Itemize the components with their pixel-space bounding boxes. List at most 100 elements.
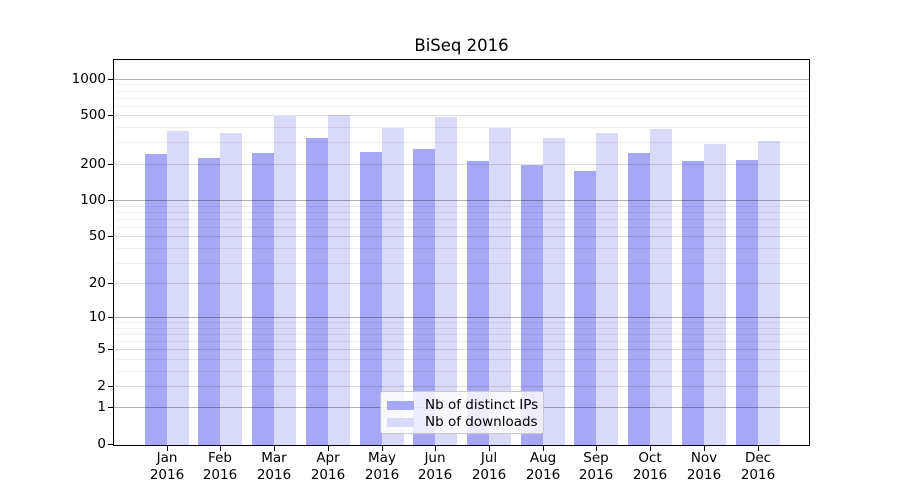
x-tick-label-feb: Feb 2016 [193,450,247,484]
x-label-year: 2016 [202,467,238,483]
gridline-1000 [114,78,809,80]
y-tick-label-500: 500 [80,107,106,124]
y-tick-10 [108,317,113,318]
bar-distinct-ips-jun [413,149,436,445]
gridline-minor-800 [114,90,809,92]
gridline-minor-600 [114,105,809,107]
x-tick-label-oct: Oct 2016 [623,450,677,484]
y-tick-2 [108,386,113,387]
plot-area [113,59,810,446]
legend-entry-downloads: Nb of downloads [387,414,543,430]
x-tick-may [382,446,383,451]
x-tick-mar [274,446,275,451]
x-label-month: Jun [424,450,446,466]
x-tick-jun [435,446,436,451]
bar-downloads-feb [220,132,243,445]
x-label-month: May [368,450,396,466]
bar-distinct-ips-feb [198,157,221,445]
legend-label-distinct-ips: Nb of distinct IPs [425,397,539,413]
legend-label-downloads: Nb of downloads [425,414,538,430]
bar-downloads-apr [327,115,350,445]
x-label-month: Jan [156,450,178,466]
x-tick-label-may: May 2016 [355,450,409,484]
x-label-year: 2016 [417,467,453,483]
x-label-year: 2016 [686,467,722,483]
y-tick-label-0: 0 [97,436,106,452]
legend: Nb of distinct IPs Nb of downloads [380,391,544,434]
legend-swatch-downloads-icon [387,417,414,427]
x-label-month: Dec [744,450,772,466]
gridline-minor-400 [114,127,809,129]
x-label-year: 2016 [578,467,614,483]
x-label-year: 2016 [632,467,668,483]
x-label-month: Mar [261,450,287,466]
y-tick-label-1: 1 [97,399,106,416]
x-tick-apr [328,446,329,451]
y-tick-50 [108,236,113,237]
bar-distinct-ips-sep [574,170,597,445]
x-tick-label-jan: Jan 2016 [140,450,194,484]
x-label-month: Oct [638,450,662,466]
bar-distinct-ips-may [359,151,382,445]
bar-downloads-jul [489,127,511,445]
legend-entry-distinct-ips: Nb of distinct IPs [387,397,543,413]
bar-downloads-dec [757,140,780,445]
x-label-year: 2016 [525,467,561,483]
bar-distinct-ips-jul [467,160,489,445]
x-label-year: 2016 [740,467,776,483]
x-tick-dec [758,446,759,451]
legend-swatch-distinct-ips-icon [387,400,414,410]
y-tick-200 [108,164,113,165]
gridline-minor-700 [114,97,809,99]
x-tick-label-jul: Jul 2016 [462,450,516,484]
bar-distinct-ips-mar [252,152,275,445]
y-tick-1000 [108,79,113,80]
x-label-month: Sep [583,450,609,466]
gridline-minor-300 [114,142,809,144]
y-tick-label-10: 10 [88,309,106,326]
y-tick-1 [108,407,113,408]
chart-title: BiSeq 2016 [414,36,509,55]
y-tick-0 [108,444,113,445]
x-tick-jan [167,446,168,451]
bar-downloads-mar [274,115,297,445]
x-label-month: Apr [316,450,340,466]
x-label-year: 2016 [471,467,507,483]
x-tick-feb [220,446,221,451]
bar-distinct-ips-jan [144,154,167,445]
bar-downloads-jun [435,116,458,445]
x-tick-label-sep: Sep 2016 [569,450,623,484]
y-tick-5 [108,349,113,350]
x-label-month: Aug [529,450,557,466]
bar-downloads-aug [542,137,565,445]
bar-downloads-jan [166,131,189,445]
x-tick-nov [704,446,705,451]
x-label-year: 2016 [256,467,292,483]
bar-distinct-ips-dec [735,160,758,445]
bar-downloads-may [381,127,404,445]
x-tick-sep [596,446,597,451]
bar-downloads-nov [703,144,726,445]
y-tick-label-20: 20 [88,275,106,292]
x-tick-label-apr: Apr 2016 [301,450,355,484]
x-tick-label-mar: Mar 2016 [247,450,301,484]
bar-distinct-ips-aug [520,165,543,445]
bar-distinct-ips-apr [305,138,328,445]
bar-downloads-sep [596,133,619,445]
x-label-month: Feb [208,450,232,466]
x-tick-label-jun: Jun 2016 [408,450,462,484]
y-tick-label-5: 5 [97,341,106,358]
gridline-500 [114,115,809,117]
x-tick-label-aug: Aug 2016 [516,450,570,484]
y-tick-label-2: 2 [97,377,106,394]
x-tick-jul [489,446,490,451]
x-label-month: Jul [480,450,498,466]
bar-distinct-ips-nov [681,161,704,445]
x-label-year: 2016 [310,467,346,483]
y-tick-20 [108,283,113,284]
gridline-minor-900 [114,84,809,86]
x-tick-label-nov: Nov 2016 [677,450,731,484]
y-tick-label-200: 200 [80,155,106,172]
x-label-month: Nov [690,450,718,466]
